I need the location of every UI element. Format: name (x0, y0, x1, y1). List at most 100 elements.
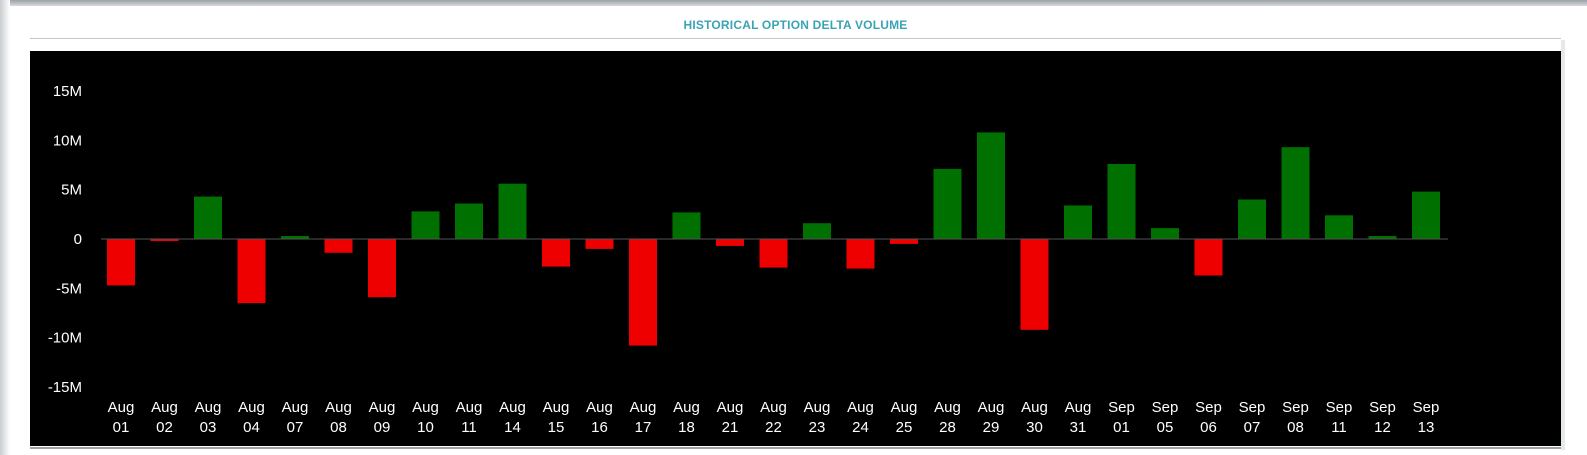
x-tick-month-label: Aug (630, 399, 657, 416)
x-tick-day-label: 07 (287, 419, 304, 436)
x-tick-month-label: Aug (891, 399, 918, 416)
x-tick-month-label: Sep (1282, 399, 1309, 416)
x-tick-day-label: 08 (1287, 419, 1304, 436)
x-tick-month-label: Aug (760, 399, 787, 416)
x-tick-month-label: Aug (1021, 399, 1048, 416)
bar (672, 212, 701, 239)
x-tick-month-label: Sep (1108, 399, 1135, 416)
x-tick-day-label: 11 (461, 419, 477, 436)
y-tick-label: -15M (48, 379, 82, 396)
x-tick-day-label: 30 (1026, 419, 1043, 436)
x-tick-day-label: 01 (1113, 419, 1130, 436)
x-tick-month-label: Aug (412, 399, 439, 416)
bar (1151, 228, 1179, 239)
bar (716, 239, 744, 246)
bar (846, 239, 875, 269)
x-tick-day-label: 21 (722, 419, 739, 436)
bar (237, 239, 266, 304)
x-tick-month-label: Aug (847, 399, 874, 416)
bar (542, 239, 570, 267)
x-tick-day-label: 13 (1418, 419, 1435, 436)
x-tick-month-label: Aug (195, 399, 222, 416)
x-tick-month-label: Aug (673, 399, 700, 416)
x-tick-month-label: Sep (1326, 399, 1353, 416)
chart-panel: 15M 10M 5M 0 -5M -10M -15M Aug 01 Aug 02 Aug 03 Aug 04… (30, 51, 1561, 446)
x-tick-month-label: Sep (1152, 399, 1179, 416)
x-tick-day-label: 28 (939, 419, 956, 436)
x-tick-month-label: Aug (543, 399, 570, 416)
x-tick-day-label: 18 (678, 419, 695, 436)
x-tick-month-label: Aug (151, 399, 178, 416)
bar (977, 132, 1005, 239)
x-tick-day-label: 22 (765, 419, 782, 436)
x-tick-day-label: 31 (1070, 419, 1087, 436)
x-tick-day-label: 08 (330, 419, 347, 436)
top-bar (0, 0, 1587, 6)
x-tick-month-label: Aug (586, 399, 613, 416)
bar (1064, 205, 1092, 239)
x-tick-month-label: Aug (369, 399, 396, 416)
bar (629, 239, 657, 346)
x-tick-month-label: Sep (1413, 399, 1440, 416)
x-tick-day-label: 09 (374, 419, 391, 436)
bar (324, 239, 353, 253)
title-divider (30, 38, 1561, 39)
chart-bottom-rule (30, 447, 1561, 449)
x-tick-day-label: 04 (243, 419, 260, 436)
x-tick-day-label: 01 (113, 419, 130, 436)
x-tick-day-label: 02 (156, 419, 173, 436)
x-tick-month-label: Aug (108, 399, 135, 416)
x-tick-day-label: 24 (852, 419, 869, 436)
bar (368, 239, 396, 298)
bar (1281, 147, 1310, 239)
x-tick-month-label: Aug (978, 399, 1005, 416)
bar (281, 236, 309, 239)
x-tick-day-label: 11 (1331, 419, 1347, 436)
y-tick-label: -10M (48, 330, 82, 347)
x-tick-month-label: Aug (499, 399, 526, 416)
x-tick-day-label: 03 (200, 419, 217, 436)
x-tick-month-label: Aug (934, 399, 961, 416)
x-tick-month-label: Aug (238, 399, 265, 416)
y-tick-label: 10M (53, 132, 82, 149)
x-tick-day-label: 16 (591, 419, 608, 436)
x-tick-day-label: 10 (417, 419, 434, 436)
bar (803, 223, 831, 239)
bar (1368, 236, 1397, 239)
x-tick-month-label: Sep (1239, 399, 1266, 416)
bar (1412, 191, 1440, 239)
x-tick-day-label: 29 (983, 419, 1000, 436)
bar (1194, 239, 1223, 276)
bar (933, 168, 962, 239)
x-tick-day-label: 14 (504, 419, 521, 436)
bar (585, 239, 614, 249)
bar (455, 203, 483, 239)
x-tick-day-label: 12 (1374, 419, 1391, 436)
y-tick-label: 0 (74, 231, 82, 248)
right-edge (1561, 40, 1565, 450)
bar (411, 211, 440, 239)
delta-volume-chart: 15M 10M 5M 0 -5M -10M -15M Aug 01 Aug 02 Aug 03 Aug 04… (48, 83, 1448, 436)
bar (1020, 239, 1049, 330)
x-tick-day-label: 25 (896, 419, 913, 436)
x-tick-month-label: Aug (325, 399, 352, 416)
left-edge-shadow (0, 0, 10, 455)
chart-title: HISTORICAL OPTION DELTA VOLUME (683, 18, 908, 32)
bar (194, 196, 222, 239)
bar (890, 239, 918, 244)
bar (107, 239, 135, 286)
bar (1238, 199, 1266, 239)
x-tick-month-label: Aug (717, 399, 744, 416)
y-tick-label: 15M (53, 83, 82, 100)
x-tick-day-label: 17 (635, 419, 652, 436)
x-tick-month-label: Aug (1065, 399, 1092, 416)
x-tick-day-label: 23 (809, 419, 826, 436)
x-tick-day-label: 07 (1244, 419, 1261, 436)
x-tick-month-label: Aug (456, 399, 483, 416)
bar (1325, 215, 1353, 239)
x-tick-day-label: 05 (1157, 419, 1174, 436)
x-tick-day-label: 15 (548, 419, 565, 436)
x-tick-month-label: Aug (804, 399, 831, 416)
bar (150, 239, 179, 241)
x-tick-month-label: Sep (1195, 399, 1222, 416)
